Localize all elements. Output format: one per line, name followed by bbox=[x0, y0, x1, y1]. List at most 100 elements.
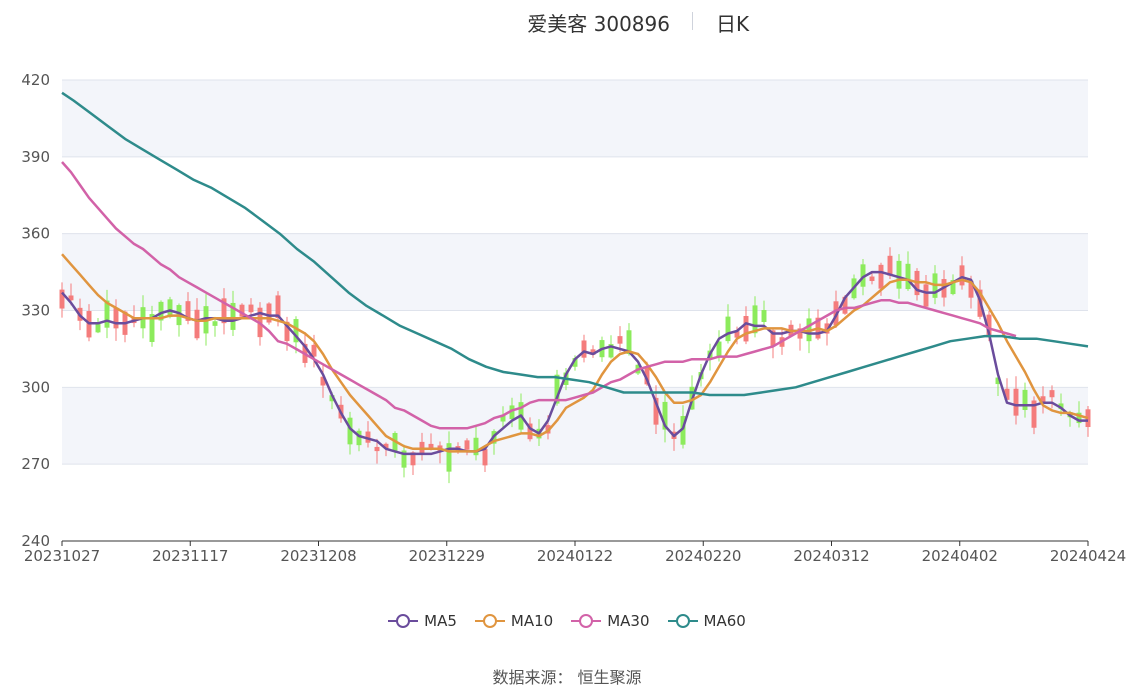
candle-body[interactable] bbox=[383, 443, 389, 449]
candle-body[interactable] bbox=[428, 443, 434, 450]
candle-body[interactable] bbox=[104, 300, 110, 328]
candle-body[interactable] bbox=[887, 255, 893, 276]
candle-body[interactable] bbox=[842, 296, 848, 314]
y-tick-label: 390 bbox=[21, 148, 50, 166]
candle-body[interactable] bbox=[212, 321, 218, 326]
candle-body[interactable] bbox=[923, 284, 929, 307]
candle-body[interactable] bbox=[761, 310, 767, 323]
candle-body[interactable] bbox=[95, 323, 101, 333]
candle-body[interactable] bbox=[293, 319, 299, 343]
candle-body[interactable] bbox=[986, 314, 992, 337]
candle-body[interactable] bbox=[896, 260, 902, 289]
candle-body[interactable] bbox=[374, 446, 380, 452]
y-tick-label: 420 bbox=[21, 71, 50, 89]
candle-body[interactable] bbox=[68, 295, 74, 301]
candle-body[interactable] bbox=[608, 344, 614, 358]
candle-body[interactable] bbox=[734, 331, 740, 338]
x-tick-label: 20231117 bbox=[152, 547, 228, 565]
candle-body[interactable] bbox=[149, 314, 155, 342]
series-line-ma10[interactable] bbox=[61, 253, 1089, 453]
candle-body[interactable] bbox=[725, 316, 731, 342]
candle-body[interactable] bbox=[995, 377, 1001, 385]
candle-body[interactable] bbox=[113, 307, 119, 329]
candle-body[interactable] bbox=[590, 349, 596, 355]
data-source: 数据来源： 恒生聚源 bbox=[0, 664, 1134, 688]
candle-body[interactable] bbox=[1049, 390, 1055, 398]
candle-body[interactable] bbox=[959, 265, 965, 286]
candle-body[interactable] bbox=[878, 264, 884, 289]
data-source-value: 恒生聚源 bbox=[577, 668, 642, 687]
candle-body[interactable] bbox=[554, 374, 560, 404]
candle-body[interactable] bbox=[824, 323, 830, 334]
candle-body[interactable] bbox=[266, 303, 272, 323]
candle-body[interactable] bbox=[221, 298, 227, 324]
candle-body[interactable] bbox=[716, 341, 722, 357]
candle-body[interactable] bbox=[356, 430, 362, 446]
candle-body[interactable] bbox=[581, 340, 587, 358]
candle-body[interactable] bbox=[347, 417, 353, 445]
legend-item-ma5[interactable]: MA5 bbox=[388, 612, 457, 630]
candle-body[interactable] bbox=[59, 289, 65, 309]
candle-body[interactable] bbox=[158, 301, 164, 321]
candle-body[interactable] bbox=[473, 437, 479, 456]
candle-body[interactable] bbox=[653, 397, 659, 425]
candle-body[interactable] bbox=[968, 280, 974, 298]
x-tick-label: 20231027 bbox=[24, 547, 100, 565]
candle-body[interactable] bbox=[248, 304, 254, 313]
candle-body[interactable] bbox=[482, 449, 488, 466]
candle-body[interactable] bbox=[410, 452, 416, 466]
candle-body[interactable] bbox=[329, 395, 335, 402]
candle-body[interactable] bbox=[446, 443, 452, 472]
candle-body[interactable] bbox=[1004, 388, 1010, 400]
candle-body[interactable] bbox=[626, 330, 632, 355]
x-tick-label: 20240312 bbox=[793, 547, 869, 565]
candle-body[interactable] bbox=[230, 302, 236, 330]
candle-body[interactable] bbox=[275, 295, 281, 319]
candle-body[interactable] bbox=[464, 440, 470, 450]
candle-body[interactable] bbox=[662, 401, 668, 430]
candle-body[interactable] bbox=[860, 264, 866, 287]
plot-band bbox=[62, 80, 1088, 157]
candle-body[interactable] bbox=[239, 304, 245, 317]
candle-body[interactable] bbox=[194, 309, 200, 339]
legend-item-ma10[interactable]: MA10 bbox=[474, 612, 554, 630]
candle-body[interactable] bbox=[950, 280, 956, 295]
kline-chart[interactable]: 240 270 300 330 360 390 420 20231027 20231117 202… bbox=[0, 0, 1134, 600]
candle-body[interactable] bbox=[752, 305, 758, 334]
x-tick-label: 20240220 bbox=[665, 547, 741, 565]
series-line-ma30[interactable] bbox=[61, 161, 1017, 430]
candle-body[interactable] bbox=[401, 450, 407, 468]
candle-body[interactable] bbox=[185, 301, 191, 321]
legend-ma30-marker-icon bbox=[571, 614, 602, 628]
candle-body[interactable] bbox=[644, 366, 650, 385]
candle-body[interactable] bbox=[770, 330, 776, 347]
candle-body[interactable] bbox=[869, 276, 875, 282]
candle-body[interactable] bbox=[284, 321, 290, 342]
candle-body[interactable] bbox=[527, 423, 533, 440]
candle-body[interactable] bbox=[509, 405, 515, 420]
chart-header: 爱美客 300896 日K bbox=[0, 8, 1134, 38]
candle-body[interactable] bbox=[1022, 389, 1028, 411]
candle-body[interactable] bbox=[365, 431, 371, 443]
candle-body[interactable] bbox=[1058, 403, 1064, 410]
candle-body[interactable] bbox=[743, 316, 749, 342]
series-line-ma5[interactable] bbox=[61, 270, 1088, 456]
candle-body[interactable] bbox=[617, 336, 623, 344]
legend-ma10-label: MA10 bbox=[510, 612, 554, 630]
legend-item-ma30[interactable]: MA30 bbox=[571, 612, 650, 630]
candle-body[interactable] bbox=[1085, 409, 1091, 428]
candle-body[interactable] bbox=[905, 263, 911, 290]
candle-body[interactable] bbox=[1076, 412, 1082, 424]
candle-body[interactable] bbox=[311, 344, 317, 357]
candle-body[interactable] bbox=[1013, 388, 1019, 416]
candle-body[interactable] bbox=[1031, 400, 1037, 428]
candle-body[interactable] bbox=[500, 415, 506, 422]
candle-body[interactable] bbox=[797, 328, 803, 339]
series-line-ma60[interactable] bbox=[61, 91, 1089, 397]
candle-body[interactable] bbox=[680, 416, 686, 445]
candle-body[interactable] bbox=[320, 376, 326, 386]
candle-body[interactable] bbox=[572, 358, 578, 367]
legend-item-ma60[interactable]: MA60 bbox=[667, 612, 746, 630]
candle-body[interactable] bbox=[167, 299, 173, 318]
candle-body[interactable] bbox=[1040, 396, 1046, 402]
